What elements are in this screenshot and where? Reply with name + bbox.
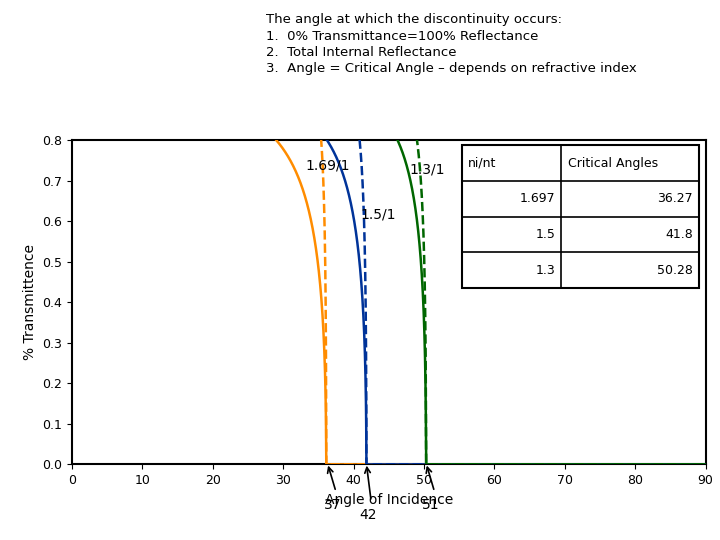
Text: 1.3: 1.3 — [536, 264, 555, 276]
Text: 2.  Total Internal Reflectance: 2. Total Internal Reflectance — [266, 46, 457, 59]
Text: 50.28: 50.28 — [657, 264, 693, 276]
Text: 1.5/1: 1.5/1 — [361, 207, 396, 221]
Text: 1.69/1: 1.69/1 — [305, 159, 350, 173]
Text: ni/nt: ni/nt — [468, 157, 496, 170]
Text: Critical Angles: Critical Angles — [568, 157, 658, 170]
Text: 1.5: 1.5 — [535, 228, 555, 241]
Text: The angle at which the discontinuity occurs:: The angle at which the discontinuity occ… — [266, 14, 562, 26]
Text: 51: 51 — [422, 498, 440, 511]
Text: 3.  Angle = Critical Angle – depends on refractive index: 3. Angle = Critical Angle – depends on r… — [266, 62, 637, 75]
X-axis label: Angle of Incidence: Angle of Incidence — [325, 492, 453, 507]
Bar — [462, 145, 699, 288]
Text: 1.3/1: 1.3/1 — [410, 163, 445, 177]
Text: 1.  0% Transmittance=100% Reflectance: 1. 0% Transmittance=100% Reflectance — [266, 30, 539, 43]
Text: 1.697: 1.697 — [520, 192, 555, 205]
Y-axis label: % Transmittence: % Transmittence — [23, 245, 37, 360]
Text: 41.8: 41.8 — [665, 228, 693, 241]
Text: 37: 37 — [324, 498, 341, 511]
Text: 42: 42 — [359, 508, 377, 522]
Text: 36.27: 36.27 — [657, 192, 693, 205]
